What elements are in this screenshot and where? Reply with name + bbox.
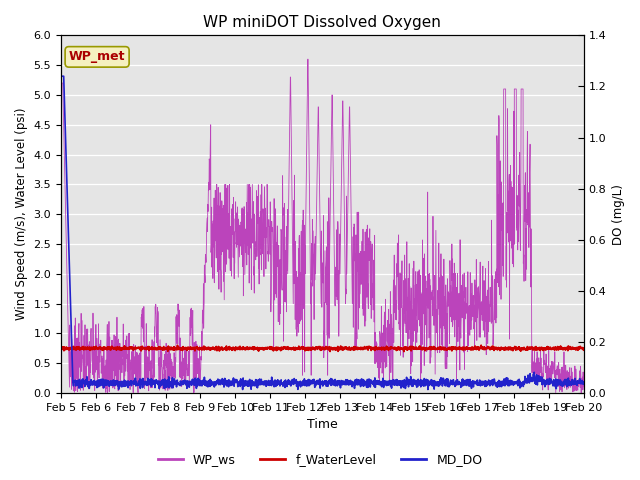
X-axis label: Time: Time [307, 419, 338, 432]
Y-axis label: Wind Speed (m/s), Water Level (psi): Wind Speed (m/s), Water Level (psi) [15, 108, 28, 321]
Text: WP_met: WP_met [69, 50, 125, 63]
Y-axis label: DO (mg/L): DO (mg/L) [612, 184, 625, 245]
Legend: WP_ws, f_WaterLevel, MD_DO: WP_ws, f_WaterLevel, MD_DO [152, 448, 488, 471]
Title: WP miniDOT Dissolved Oxygen: WP miniDOT Dissolved Oxygen [204, 15, 442, 30]
